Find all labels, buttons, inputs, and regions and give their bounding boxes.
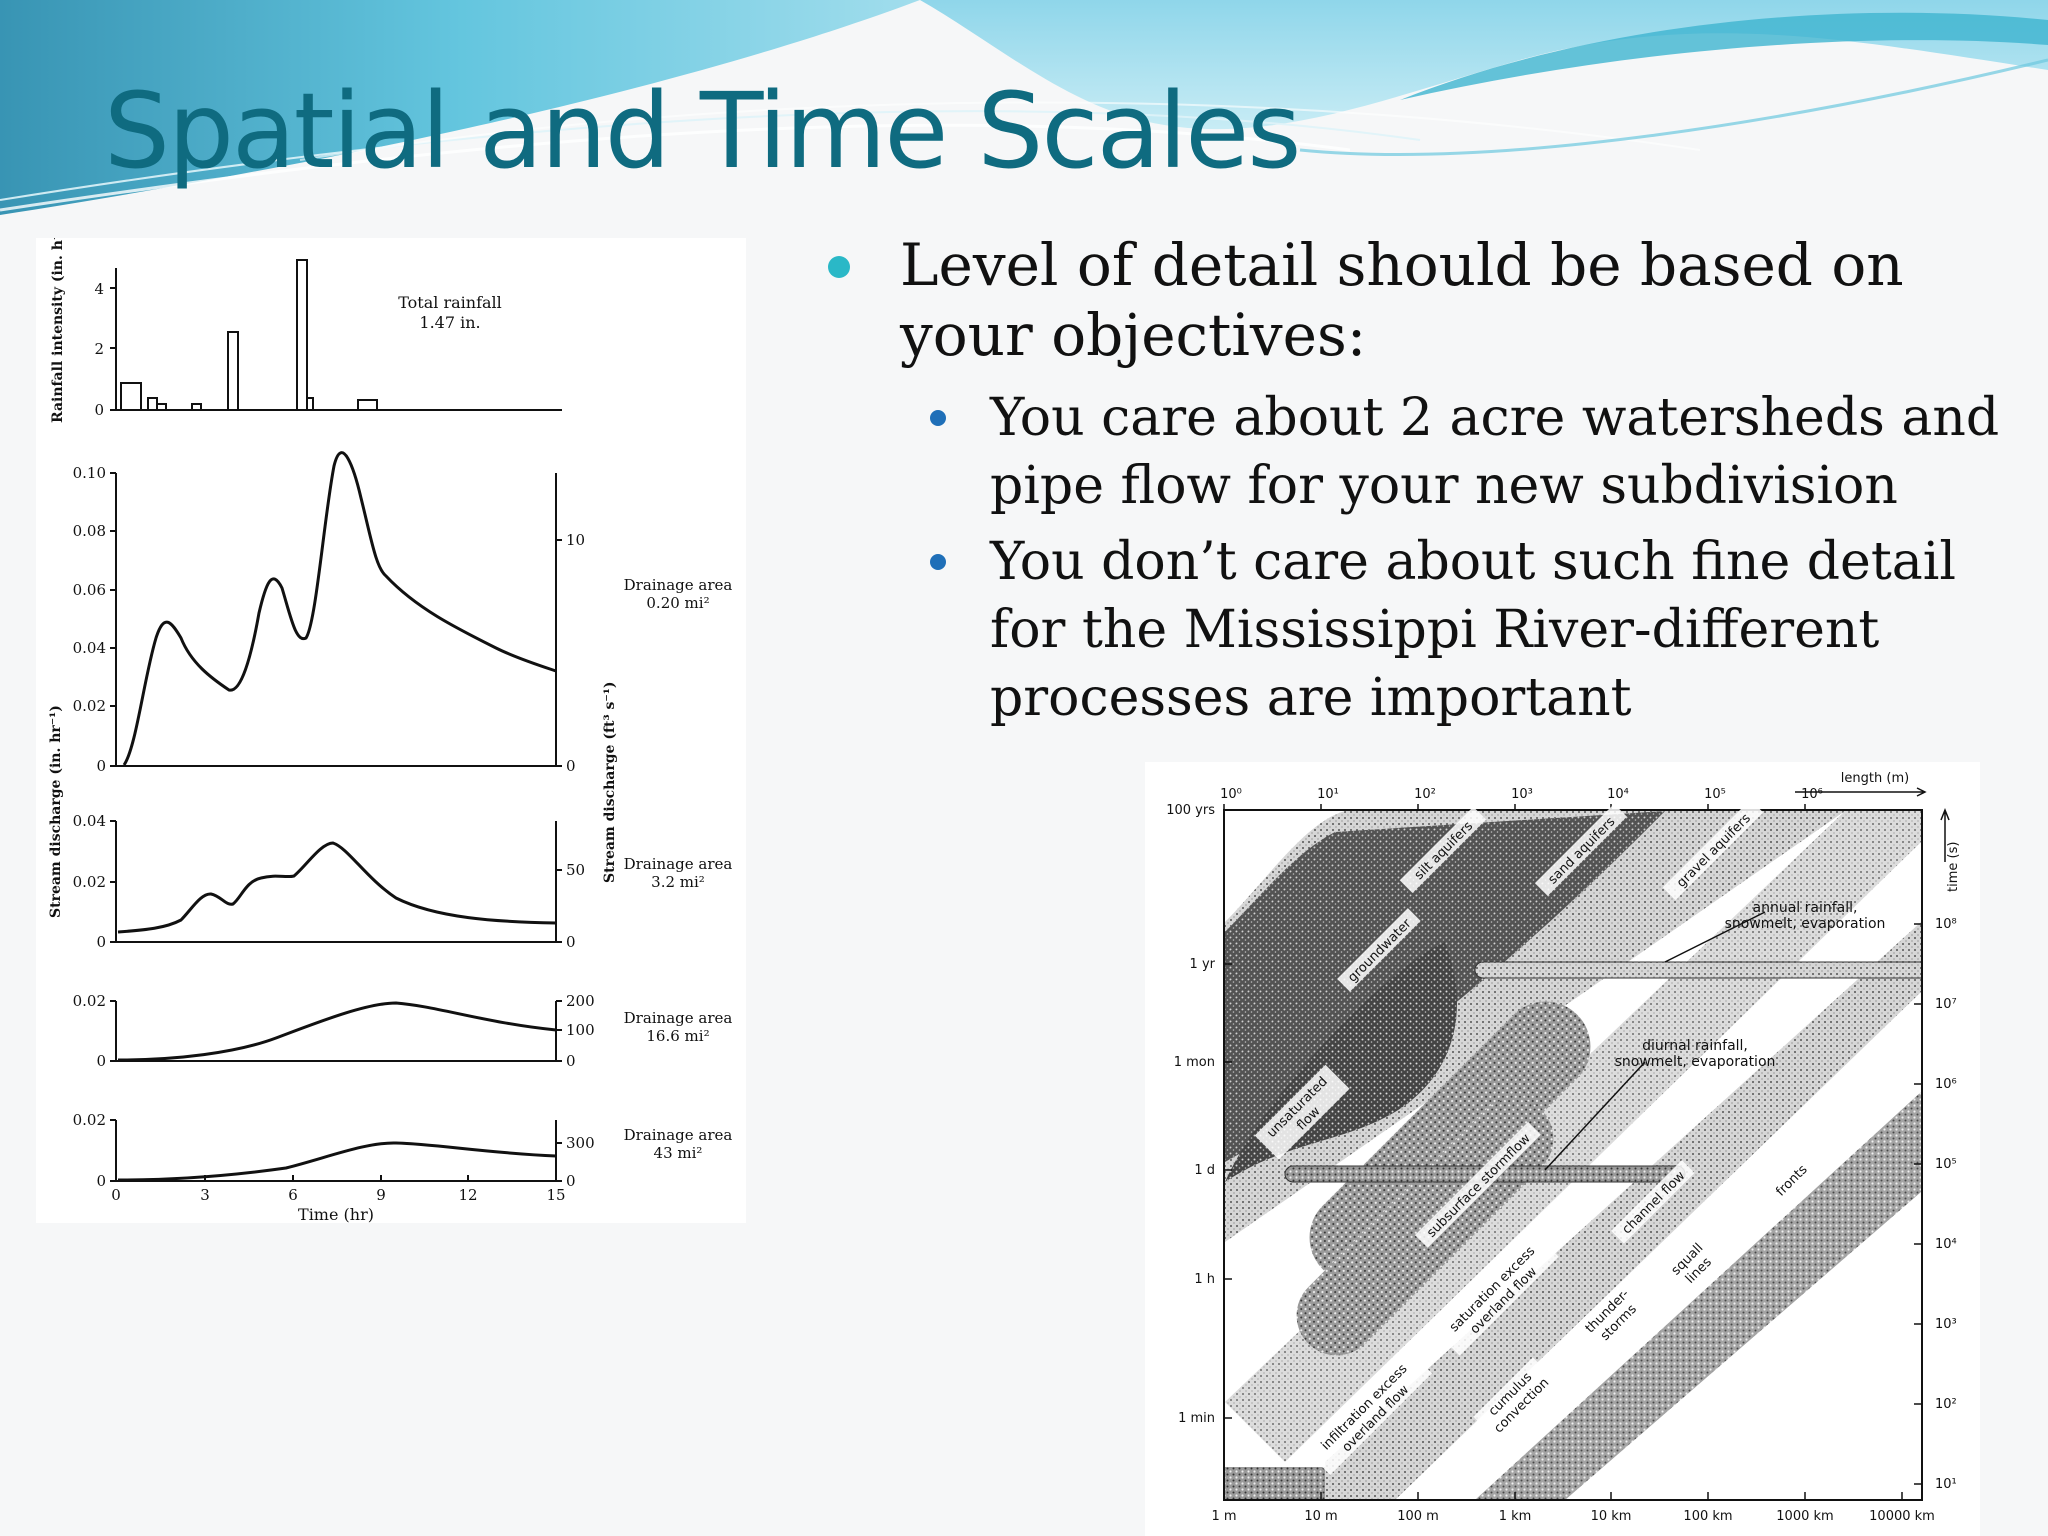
- top-tick: 10³: [1511, 787, 1533, 802]
- right-ytick: 0: [566, 933, 576, 951]
- right-tick: 10⁷: [1935, 997, 1957, 1012]
- left-ytick: 0: [96, 757, 106, 775]
- xtick: 0: [111, 1186, 121, 1204]
- right-tick: 10⁴: [1935, 1237, 1957, 1252]
- left-tick: 1 min: [1178, 1411, 1215, 1426]
- rain-ytick: 0: [94, 401, 104, 419]
- right-y-axis-label: Stream discharge (ft³ s⁻¹): [602, 682, 618, 883]
- drainage-label: Drainage area: [624, 576, 733, 594]
- drainage-area-value: 0.20 mi²: [646, 594, 709, 612]
- right-tick: 10²: [1935, 1397, 1957, 1412]
- xtick: 3: [200, 1186, 210, 1204]
- right-ytick: 100: [566, 1021, 595, 1039]
- drainage-area-value: 3.2 mi²: [651, 873, 705, 891]
- bottom-tick: 100 km: [1683, 1509, 1732, 1524]
- rain-ytick: 4: [94, 280, 104, 298]
- right-ytick: 300: [566, 1134, 595, 1152]
- left-ytick: 0: [96, 1172, 106, 1190]
- x-axis-label: Time (hr): [298, 1205, 374, 1223]
- bullet-sub-text: You don’t care about such fine detail fo…: [990, 532, 1956, 728]
- right-ytick: 0: [566, 1172, 576, 1190]
- length-axis-label: length (m): [1841, 771, 1909, 786]
- right-tick: 10⁸: [1935, 917, 1957, 932]
- right-ytick: 200: [566, 992, 595, 1010]
- top-tick: 10²: [1414, 787, 1436, 802]
- right-tick: 10⁶: [1935, 1077, 1957, 1092]
- total-rainfall-label: Total rainfall: [398, 293, 502, 312]
- xtick: 9: [376, 1186, 386, 1204]
- top-tick: 10¹: [1317, 787, 1339, 802]
- drainage-label: Drainage area: [624, 1126, 733, 1144]
- left-ytick: 0: [96, 933, 106, 951]
- time-axis-label: time (s): [1946, 842, 1961, 892]
- xtick: 15: [546, 1186, 565, 1204]
- annual-rainfall-label: annual rainfall,: [1753, 900, 1858, 916]
- left-ytick: 0.02: [73, 992, 106, 1010]
- bottom-tick: 1 km: [1499, 1509, 1532, 1524]
- drainage-label: Drainage area: [624, 1009, 733, 1027]
- left-ytick: 0.02: [73, 697, 106, 715]
- xtick: 6: [288, 1186, 298, 1204]
- left-y-axis-label: Stream discharge (in. hr⁻¹): [48, 705, 64, 918]
- bottom-tick: 1 m: [1211, 1509, 1236, 1524]
- bullet-sub-text: You care about 2 acre watersheds and pip…: [990, 388, 2000, 516]
- left-tick: 1 h: [1194, 1272, 1215, 1287]
- left-ytick: 0.06: [73, 581, 106, 599]
- right-ytick: 50: [566, 861, 585, 879]
- bottom-tick: 10 m: [1304, 1509, 1337, 1524]
- bullet-main-text: Level of detail should be based on your …: [900, 231, 1904, 369]
- right-tick: 10³: [1935, 1317, 1957, 1332]
- drainage-area-value: 43 mi²: [654, 1144, 703, 1162]
- total-rainfall-value: 1.47 in.: [419, 313, 480, 332]
- diurnal-rainfall-label: snowmelt, evaporation: [1615, 1054, 1776, 1070]
- bullet-dot-icon: [828, 256, 850, 278]
- header-swoosh-decoration: [0, 0, 2048, 215]
- left-ytick: 0.02: [73, 1111, 106, 1129]
- bullet-sub: You care about 2 acre watersheds and pip…: [820, 384, 2020, 520]
- left-ytick: 0.08: [73, 522, 106, 540]
- top-tick: 10⁵: [1704, 787, 1726, 802]
- left-tick: 1 mon: [1174, 1055, 1215, 1070]
- right-tick: 10¹: [1935, 1477, 1957, 1492]
- left-ytick: 0.04: [73, 812, 106, 830]
- rain-ytick: 2: [94, 340, 104, 358]
- bottom-tick: 10 km: [1591, 1509, 1632, 1524]
- right-tick: 10⁵: [1935, 1157, 1957, 1172]
- top-tick: 10⁶: [1801, 787, 1823, 802]
- bullet-main: Level of detail should be based on your …: [820, 230, 2020, 370]
- right-ytick: 0: [566, 757, 576, 775]
- top-tick: 10⁴: [1607, 787, 1629, 802]
- xtick: 12: [458, 1186, 477, 1204]
- right-ytick: 0: [566, 1052, 576, 1070]
- left-ytick: 0.10: [73, 464, 106, 482]
- bottom-tick: 10000 km: [1869, 1509, 1935, 1524]
- hydrograph-figure: 4 2 0 0.10 0.08 0.06 0.04 0.02 0 0.04 0.…: [36, 238, 746, 1223]
- rainfall-y-axis-label: Rainfall intensity (in. h⁻¹): [50, 238, 66, 423]
- left-tick: 1 d: [1194, 1163, 1215, 1178]
- top-tick: 10⁰: [1220, 787, 1242, 802]
- left-tick: 1 yr: [1190, 957, 1216, 972]
- left-ytick: 0.02: [73, 873, 106, 891]
- bottom-tick: 100 m: [1397, 1509, 1439, 1524]
- diurnal-rainfall-label: diurnal rainfall,: [1642, 1038, 1748, 1054]
- bottom-tick: 1000 km: [1776, 1509, 1833, 1524]
- bullet-list: Level of detail should be based on your …: [820, 230, 2020, 740]
- bullet-dot-icon: [930, 410, 946, 426]
- bullet-dot-icon: [930, 554, 946, 570]
- right-ytick: 10: [566, 531, 585, 549]
- annual-rainfall-label: snowmelt, evaporation: [1725, 916, 1886, 932]
- drainage-area-value: 16.6 mi²: [646, 1027, 709, 1045]
- left-ytick: 0: [96, 1052, 106, 1070]
- left-ytick: 0.04: [73, 639, 106, 657]
- drainage-label: Drainage area: [624, 855, 733, 873]
- space-time-scale-figure: 10⁰ 10¹ 10² 10³ 10⁴ 10⁵ 10⁶ length (m) 1…: [1145, 762, 1980, 1536]
- left-tick: 100 yrs: [1166, 803, 1215, 818]
- slide-title: Spatial and Time Scales: [104, 70, 1301, 192]
- bullet-sub: You don’t care about such fine detail fo…: [820, 528, 2020, 732]
